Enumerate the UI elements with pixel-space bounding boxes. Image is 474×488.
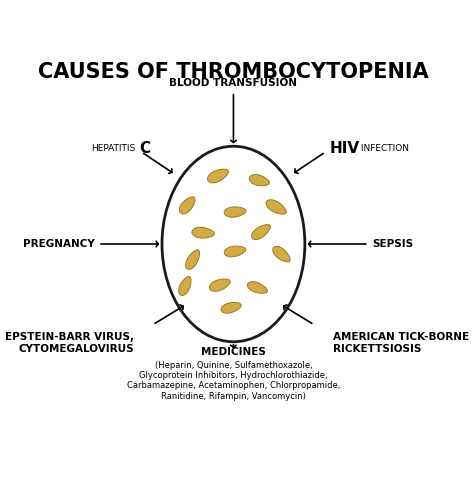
Text: HEPATITIS: HEPATITIS xyxy=(91,143,136,153)
PathPatch shape xyxy=(224,246,246,257)
Text: INFECTION: INFECTION xyxy=(357,143,409,153)
PathPatch shape xyxy=(210,279,230,291)
PathPatch shape xyxy=(249,175,269,186)
PathPatch shape xyxy=(266,200,286,214)
PathPatch shape xyxy=(179,276,191,295)
PathPatch shape xyxy=(221,303,241,313)
PathPatch shape xyxy=(208,169,228,183)
PathPatch shape xyxy=(180,197,195,214)
PathPatch shape xyxy=(192,227,214,238)
PathPatch shape xyxy=(252,224,270,240)
Text: (Heparin, Quinine, Sulfamethoxazole,
Glycoprotein Inhibitors, Hydrochlorothiazid: (Heparin, Quinine, Sulfamethoxazole, Gly… xyxy=(127,361,340,401)
PathPatch shape xyxy=(224,207,246,217)
PathPatch shape xyxy=(247,282,267,293)
Text: HIV: HIV xyxy=(329,141,359,156)
PathPatch shape xyxy=(273,246,290,262)
Text: PREGNANCY: PREGNANCY xyxy=(23,239,94,249)
Text: C: C xyxy=(139,141,151,156)
PathPatch shape xyxy=(186,250,200,269)
Text: EPSTEIN-BARR VIRUS,
CYTOMEGALOVIRUS: EPSTEIN-BARR VIRUS, CYTOMEGALOVIRUS xyxy=(5,332,134,354)
Text: BLOOD TRANSFUSION: BLOOD TRANSFUSION xyxy=(169,78,298,88)
Text: CAUSES OF THROMBOCYTOPENIA: CAUSES OF THROMBOCYTOPENIA xyxy=(38,61,429,81)
Text: AMERICAN TICK-BORNE
RICKETTSIOSIS: AMERICAN TICK-BORNE RICKETTSIOSIS xyxy=(333,332,469,354)
Text: MEDICINES: MEDICINES xyxy=(201,347,266,357)
Text: SEPSIS: SEPSIS xyxy=(373,239,414,249)
